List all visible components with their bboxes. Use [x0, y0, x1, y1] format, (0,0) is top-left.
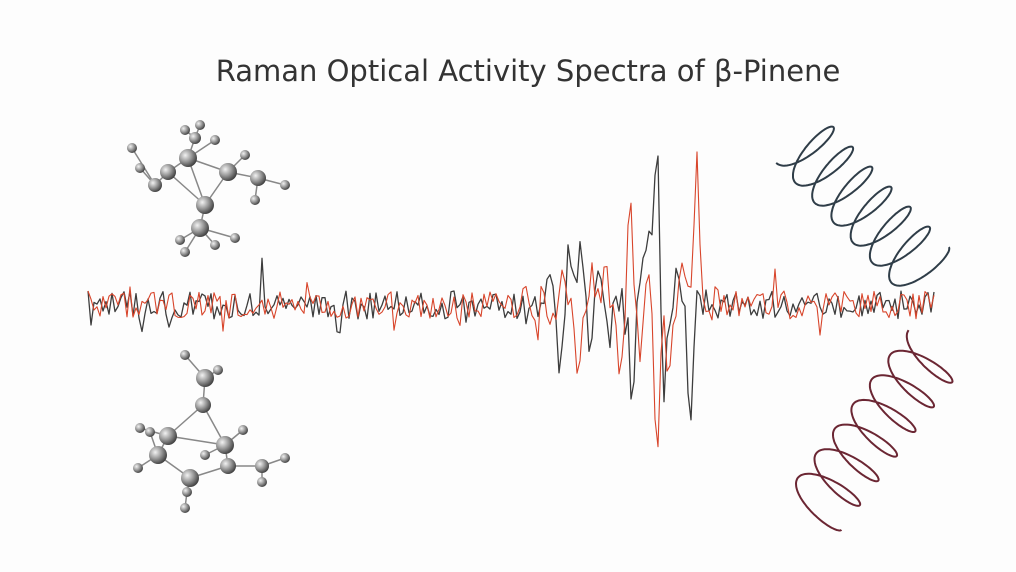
helix [794, 329, 954, 532]
atom [180, 247, 190, 257]
atom [133, 463, 143, 473]
atom [196, 369, 214, 387]
atom [280, 453, 290, 463]
atom [195, 120, 205, 130]
molecules [127, 120, 290, 513]
atom [230, 233, 240, 243]
helix [775, 125, 951, 287]
atom [250, 170, 266, 186]
title: Raman Optical Activity Spectra of β-Pine… [216, 54, 841, 88]
bond [167, 435, 226, 446]
atom [210, 240, 220, 250]
atom [135, 163, 145, 173]
atom [240, 150, 250, 160]
atom [175, 235, 185, 245]
spectrum-line [87, 151, 935, 448]
atom [213, 365, 223, 375]
atom [180, 503, 190, 513]
atom [220, 458, 236, 474]
atom [250, 195, 260, 205]
atom [159, 427, 177, 445]
atom [238, 425, 248, 435]
atom [180, 125, 190, 135]
atom [160, 164, 176, 180]
atom [182, 487, 192, 497]
atom [145, 427, 155, 437]
helices [775, 125, 954, 532]
atom [195, 397, 211, 413]
atom [127, 143, 137, 153]
atom [189, 132, 201, 144]
atom [179, 149, 197, 167]
atom [196, 196, 214, 214]
atom [216, 436, 234, 454]
atom [280, 180, 290, 190]
atom [180, 350, 190, 360]
atom [219, 163, 237, 181]
atom [181, 469, 199, 487]
atom [148, 178, 162, 192]
atom [191, 219, 209, 237]
atom [200, 450, 210, 460]
atom [257, 477, 267, 487]
atom [149, 446, 167, 464]
atom [135, 423, 145, 433]
atom [210, 135, 220, 145]
spectra [87, 151, 935, 448]
atom [255, 459, 269, 473]
